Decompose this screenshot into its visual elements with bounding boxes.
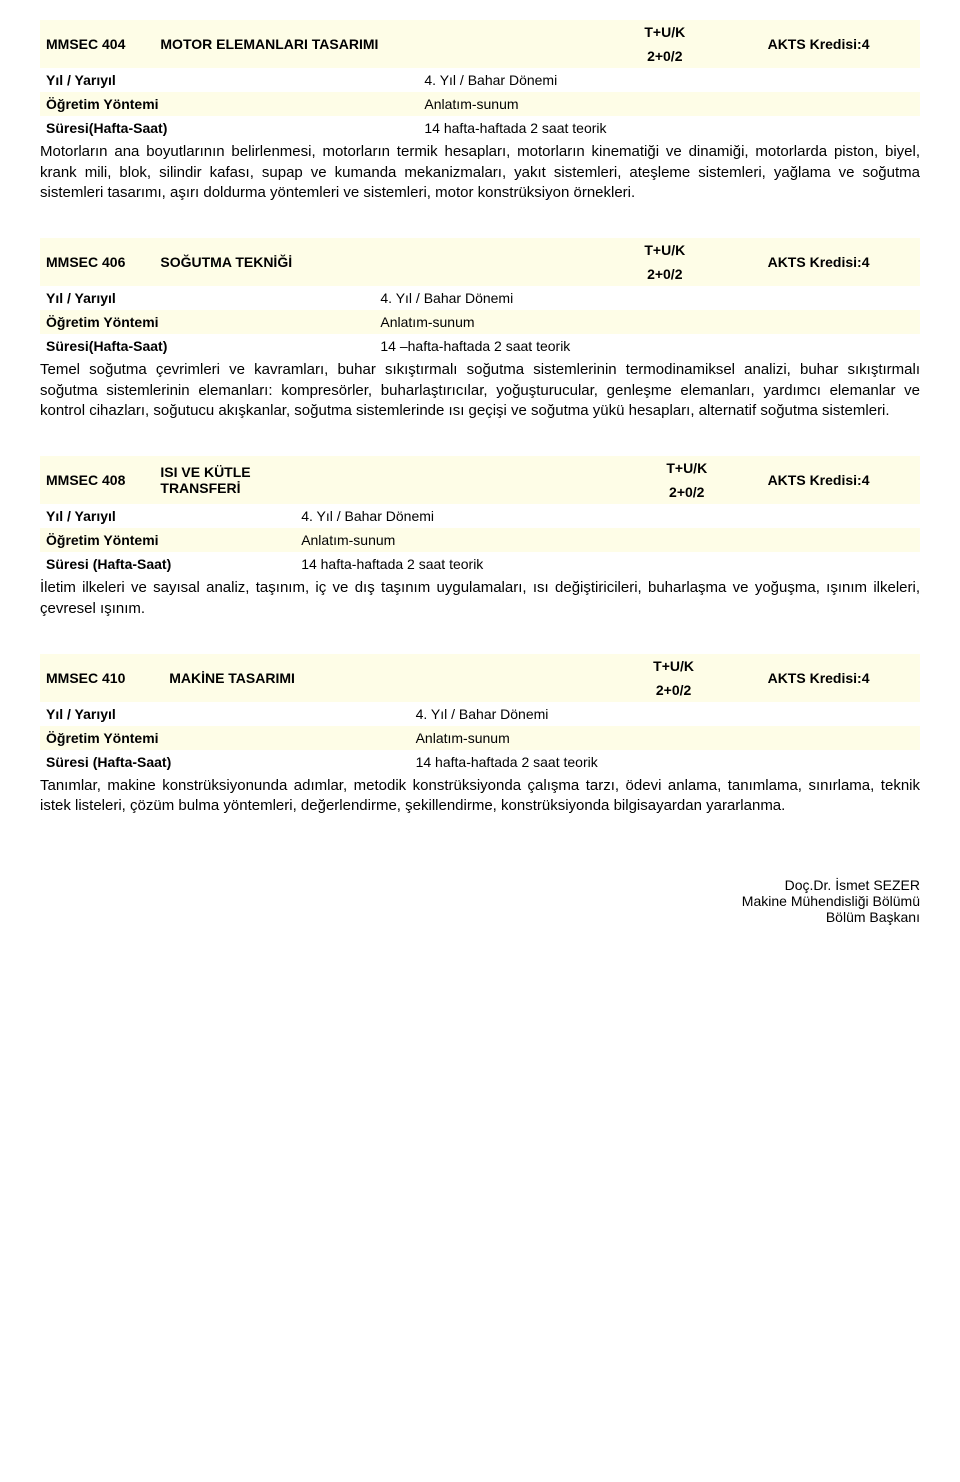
tuk-label: T+U/K — [612, 456, 762, 480]
tuk-value: 2+0/2 — [568, 262, 762, 286]
yontem-value: Anlatım-sunum — [374, 310, 920, 334]
yil-value: 4. Yıl / Bahar Dönemi — [374, 286, 920, 310]
course-name: SOĞUTMA TEKNİĞİ — [154, 238, 374, 286]
course-name: MAKİNE TASARIMI — [163, 654, 409, 702]
course-404: MMSEC 404 MOTOR ELEMANLARI TASARIMI T+U/… — [40, 20, 920, 204]
tuk-value: 2+0/2 — [586, 678, 762, 702]
footer-name: Doç.Dr. İsmet SEZER — [40, 877, 920, 893]
yontem-value: Anlatım-sunum — [418, 92, 920, 116]
course-desc: Temel soğutma çevrimleri ve kavramları, … — [40, 360, 920, 422]
yil-value: 4. Yıl / Bahar Dönemi — [418, 68, 920, 92]
yontem-value: Anlatım-sunum — [295, 528, 920, 552]
yontem-label: Öğretim Yöntemi — [40, 310, 374, 334]
course-desc: Tanımlar, makine konstrüksiyonunda adıml… — [40, 776, 920, 817]
akts-cell: AKTS Kredisi:4 — [762, 654, 920, 702]
footer-dept: Makine Mühendisliği Bölümü — [40, 893, 920, 909]
course-desc: Motorların ana boyutlarının belirlenmesi… — [40, 142, 920, 204]
suresi-value: 14 hafta-haftada 2 saat teorik — [418, 116, 920, 140]
course-code: MMSEC 406 — [40, 238, 154, 286]
footer: Doç.Dr. İsmet SEZER Makine Mühendisliği … — [40, 877, 920, 925]
course-desc: İletim ilkeleri ve sayısal analiz, taşın… — [40, 578, 920, 619]
yil-value: 4. Yıl / Bahar Dönemi — [410, 702, 920, 726]
akts-cell: AKTS Kredisi:4 — [762, 20, 920, 68]
suresi-value: 14 hafta-haftada 2 saat teorik — [410, 750, 920, 774]
footer-title: Bölüm Başkanı — [40, 909, 920, 925]
suresi-label: Süresi(Hafta-Saat) — [40, 334, 374, 358]
course-410: MMSEC 410 MAKİNE TASARIMI T+U/K AKTS Kre… — [40, 654, 920, 817]
yil-label: Yıl / Yarıyıl — [40, 286, 374, 310]
tuk-value: 2+0/2 — [612, 480, 762, 504]
course-name: ISI VE KÜTLE TRANSFERİ — [154, 456, 295, 504]
yil-label: Yıl / Yarıyıl — [40, 68, 418, 92]
suresi-label: Süresi(Hafta-Saat) — [40, 116, 418, 140]
course-code: MMSEC 408 — [40, 456, 154, 504]
yontem-label: Öğretim Yöntemi — [40, 726, 410, 750]
course-name: MOTOR ELEMANLARI TASARIMI — [154, 20, 418, 68]
course-code: MMSEC 404 — [40, 20, 154, 68]
akts-cell: AKTS Kredisi:4 — [762, 238, 920, 286]
suresi-label: Süresi (Hafta-Saat) — [40, 552, 295, 576]
tuk-label: T+U/K — [568, 20, 762, 44]
course-408: MMSEC 408 ISI VE KÜTLE TRANSFERİ T+U/K A… — [40, 456, 920, 619]
tuk-label: T+U/K — [568, 238, 762, 262]
yil-label: Yıl / Yarıyıl — [40, 702, 410, 726]
akts-cell: AKTS Kredisi:4 — [762, 456, 920, 504]
yontem-label: Öğretim Yöntemi — [40, 528, 295, 552]
course-code: MMSEC 410 — [40, 654, 163, 702]
suresi-value: 14 hafta-haftada 2 saat teorik — [295, 552, 920, 576]
tuk-label: T+U/K — [586, 654, 762, 678]
tuk-value: 2+0/2 — [568, 44, 762, 68]
yontem-value: Anlatım-sunum — [410, 726, 920, 750]
yil-label: Yıl / Yarıyıl — [40, 504, 295, 528]
suresi-value: 14 –hafta-haftada 2 saat teorik — [374, 334, 920, 358]
yil-value: 4. Yıl / Bahar Dönemi — [295, 504, 920, 528]
suresi-label: Süresi (Hafta-Saat) — [40, 750, 410, 774]
course-406: MMSEC 406 SOĞUTMA TEKNİĞİ T+U/K AKTS Kre… — [40, 238, 920, 422]
yontem-label: Öğretim Yöntemi — [40, 92, 418, 116]
